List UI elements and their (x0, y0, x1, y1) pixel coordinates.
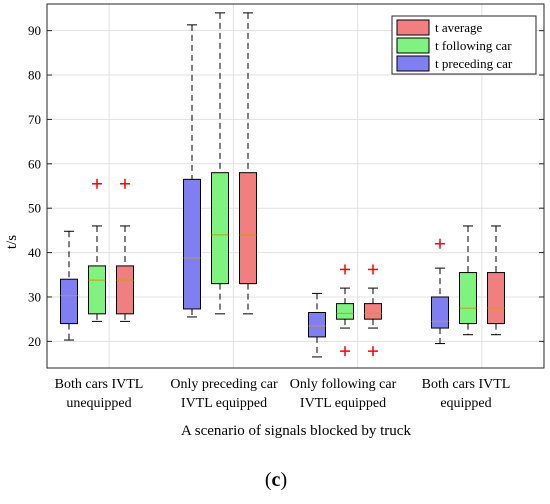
box-t-average (487, 272, 505, 325)
y-axis-label: t/s (4, 235, 20, 249)
x-category-label: Both cars IVTL (422, 377, 511, 392)
plot-frame (46, 3, 545, 369)
x-category-label: Only following car (290, 377, 397, 392)
box-series (60, 12, 505, 358)
box-t-average (364, 303, 382, 320)
panel-label-close: ) (280, 469, 287, 491)
y-tick-label: 40 (28, 245, 41, 260)
legend-entry: t average (435, 20, 483, 35)
box-t-average (239, 172, 257, 285)
box-t-following-car (88, 265, 106, 315)
box-t-average (116, 265, 134, 315)
panel-label-letter: c (272, 469, 281, 491)
x-axis-categories: Both cars IVTL unequipped Only preceding c… (55, 377, 511, 411)
legend-entry: t preceding car (435, 56, 513, 71)
legend-entry: t following car (435, 38, 512, 53)
box-t-preceding-car (183, 178, 201, 310)
x-category-label: equipped (440, 396, 491, 411)
x-category-label: Only preceding car (170, 377, 278, 392)
axes-box (46, 3, 545, 369)
box-t-preceding-car (431, 296, 449, 329)
box-t-preceding-car (308, 312, 326, 338)
legend: t average t following car t preceding car (391, 15, 537, 75)
y-axis-ticks: 20 30 40 50 60 70 80 90 (28, 23, 544, 349)
y-tick-label: 90 (28, 23, 41, 38)
panel-label: (c) (265, 469, 287, 491)
y-tick-label: 50 (28, 201, 41, 216)
x-axis-label: A scenario of signals blocked by truck (181, 423, 411, 439)
x-category-label: Both cars IVTL (55, 377, 144, 392)
y-tick-label: 30 (28, 289, 41, 304)
x-category-label: IVTL equipped (300, 396, 386, 411)
panel-label-open: ( (265, 469, 272, 491)
legend-swatch (396, 37, 430, 54)
y-tick-label: 20 (28, 334, 41, 349)
box-t-preceding-car (60, 278, 78, 325)
box-t-following-car (459, 272, 477, 325)
x-category-label: IVTL equipped (181, 396, 267, 411)
x-category-label: unequipped (66, 396, 131, 411)
y-tick-label: 70 (28, 112, 41, 127)
box-t-following-car (211, 172, 229, 285)
y-tick-label: 60 (28, 156, 41, 171)
box-t-following-car (336, 303, 354, 320)
legend-swatch (396, 19, 430, 36)
legend-swatch (396, 55, 430, 72)
y-tick-label: 80 (28, 68, 41, 83)
